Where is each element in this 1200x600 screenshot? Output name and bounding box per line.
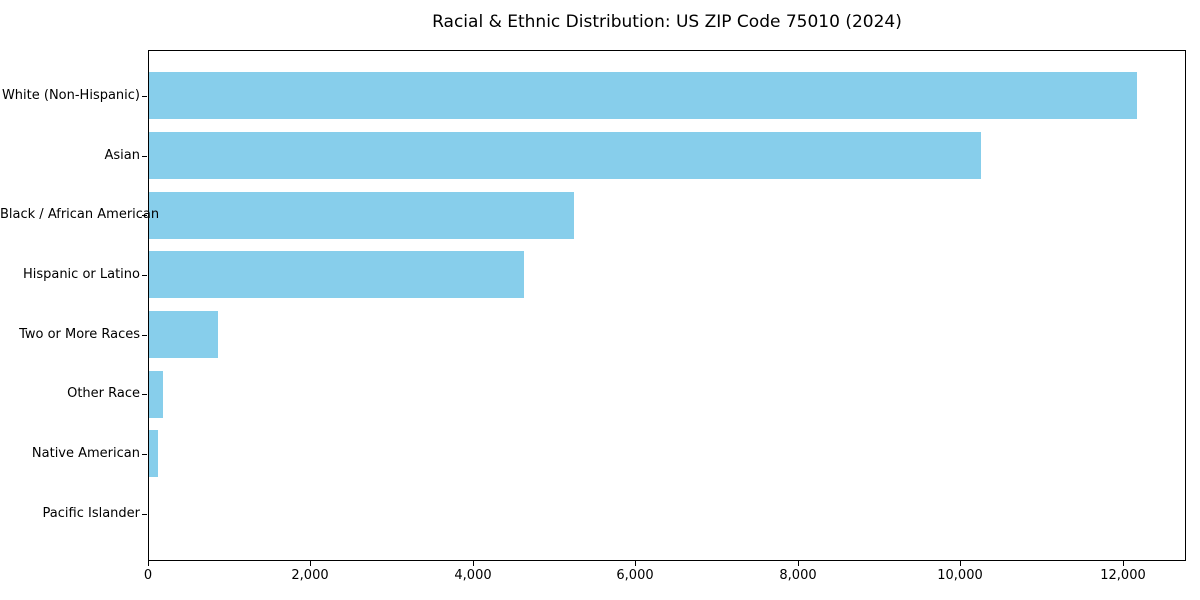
y-axis-label-hispanic-or-latino: Hispanic or Latino	[22, 266, 140, 282]
x-tick-mark	[960, 561, 961, 566]
x-axis-tick-label: 6,000	[616, 568, 654, 583]
y-tick-mark	[142, 454, 147, 455]
x-tick-mark	[473, 561, 474, 566]
y-tick-mark	[142, 215, 147, 216]
x-tick-mark	[148, 561, 149, 566]
y-tick-mark	[142, 275, 147, 276]
bar-two-or-more-races	[149, 311, 218, 359]
x-axis-tick-label: 0	[143, 568, 153, 583]
x-tick-mark	[635, 561, 636, 566]
x-axis-tick-label: 8,000	[779, 568, 817, 583]
plot-area	[148, 50, 1186, 561]
y-tick-mark	[142, 394, 147, 395]
x-tick-mark	[310, 561, 311, 566]
y-tick-mark	[142, 96, 147, 97]
x-axis-tick-label: 12,000	[1100, 568, 1146, 583]
y-axis-label-black-african-american: Black / African American	[0, 207, 160, 223]
y-axis-label-white-non-hispanic: White (Non-Hispanic)	[1, 87, 140, 103]
y-tick-mark	[142, 514, 147, 515]
x-axis-tick-label: 4,000	[454, 568, 492, 583]
x-axis-tick-label: 2,000	[291, 568, 329, 583]
bar-native-american	[149, 430, 158, 478]
y-tick-mark	[142, 156, 147, 157]
y-tick-mark	[142, 335, 147, 336]
bar-white-non-hispanic	[149, 72, 1137, 120]
y-axis-label-asian: Asian	[104, 147, 140, 163]
y-axis-label-other-race: Other Race	[67, 386, 140, 402]
y-axis-label-pacific-islander: Pacific Islander	[42, 505, 140, 521]
x-tick-mark	[1123, 561, 1124, 566]
y-axis-label-native-american: Native American	[31, 445, 140, 461]
x-axis-tick-label: 10,000	[937, 568, 983, 583]
bar-asian	[149, 132, 981, 180]
x-tick-mark	[798, 561, 799, 566]
bar-hispanic-or-latino	[149, 251, 524, 299]
bar-black-african-american	[149, 191, 574, 239]
bar-other-race	[149, 370, 163, 418]
y-axis-label-two-or-more-races: Two or More Races	[19, 326, 140, 342]
chart-title: Racial & Ethnic Distribution: US ZIP Cod…	[432, 12, 902, 32]
